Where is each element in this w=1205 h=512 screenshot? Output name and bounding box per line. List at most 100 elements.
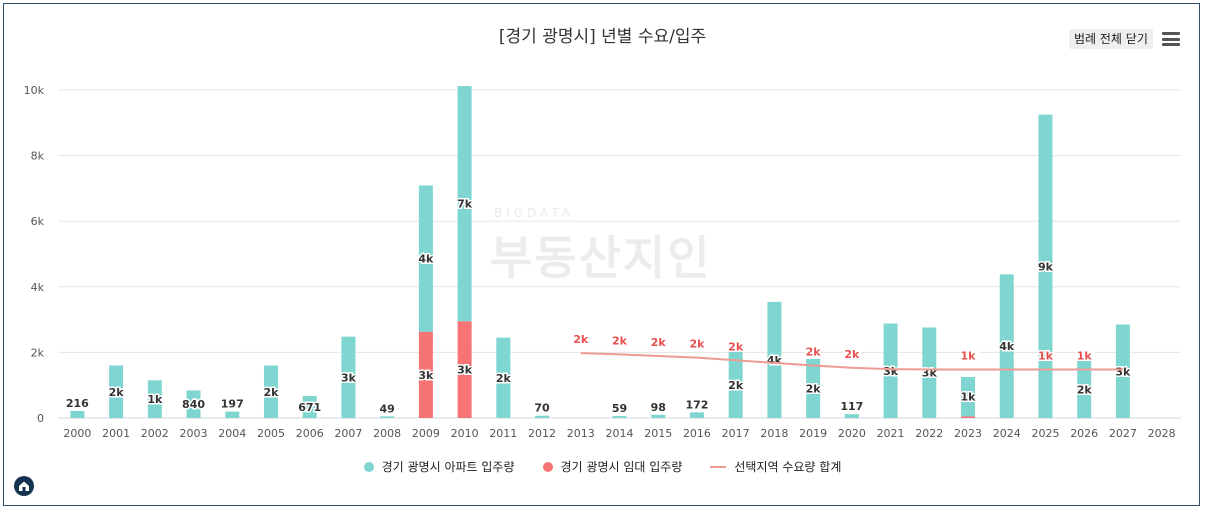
bar-apartment [418,185,433,332]
data-label-apartment: 98 [651,401,666,414]
legend-swatch-apartment [363,461,374,472]
data-label-apartment: 70 [534,402,550,415]
bar-apartment [302,395,317,418]
x-tick-label: 2020 [838,427,866,440]
bar-apartment [263,365,278,418]
data-label-apartment: 59 [612,402,627,415]
bar-apartment [109,365,124,418]
legend-label-rental: 경기 광명시 임대 입주량 [560,460,683,474]
x-tick-label: 2023 [954,427,982,440]
x-tick-label: 2009 [412,427,440,440]
data-label-rental: 3k [418,369,434,382]
x-tick-label: 2017 [722,427,750,440]
bar-apartment [844,414,859,418]
bar-apartment [922,327,937,418]
bar-apartment [806,358,821,418]
bar-apartment [380,416,395,418]
chart-legend: 경기 광명시 아파트 입주량 경기 광명시 임대 입주량 선택지역 수요량 합계 [0,458,1205,475]
bar-apartment [225,411,240,418]
x-tick-label: 2004 [218,427,246,440]
x-tick-label: 2005 [257,427,285,440]
bar-apartment [186,390,201,418]
data-label-demand: 1k [1038,349,1054,362]
x-tick-label: 2021 [877,427,905,440]
hamburger-menu-icon[interactable] [1162,32,1180,46]
bar-apartment [728,351,743,418]
bar-apartment [1038,114,1053,418]
data-label-demand: 2k [651,336,667,349]
data-label-apartment: 3k [341,371,357,384]
x-tick-label: 2000 [63,427,91,440]
bar-apartment [612,416,627,418]
data-label-demand: 1k [1077,349,1093,362]
data-label-apartment: 117 [840,400,863,413]
bar-apartment [70,410,85,418]
y-tick-label: 8k [31,150,45,163]
legend-item-rental[interactable]: 경기 광명시 임대 입주량 [542,458,683,475]
legend-item-demand[interactable]: 선택지역 수요량 합계 [710,458,841,475]
x-tick-label: 2015 [644,427,672,440]
x-tick-label: 2014 [606,427,634,440]
data-label-demand: 2k [728,340,744,353]
data-label-apartment: 3k [883,365,899,378]
data-label-apartment: 671 [298,401,321,414]
bar-apartment [883,323,898,418]
data-label-demand: 1k [961,349,977,362]
bar-rental [457,321,472,418]
y-tick-label: 2k [31,346,45,359]
x-tick-label: 2022 [915,427,943,440]
x-tick-label: 2012 [528,427,556,440]
x-tick-label: 2001 [102,427,130,440]
data-label-apartment: 4k [418,253,434,266]
demand-line [580,352,1123,371]
x-tick-label: 2019 [799,427,827,440]
data-label-demand: 2k [612,334,628,347]
data-label-apartment: 1k [961,391,977,404]
x-tick-label: 2027 [1109,427,1137,440]
legend-label-demand: 선택지역 수요량 합계 [734,460,842,474]
x-tick-label: 2016 [683,427,711,440]
x-tick-label: 2024 [993,427,1021,440]
x-tick-label: 2011 [489,427,517,440]
bar-apartment [457,86,472,322]
legend-toggle-button[interactable]: 범례 전체 닫기 [1069,29,1153,49]
data-label-apartment: 216 [66,397,89,410]
x-tick-label: 2028 [1148,427,1176,440]
x-tick-label: 2007 [334,427,362,440]
y-tick-label: 10k [24,84,45,97]
data-label-apartment: 4k [999,340,1015,353]
x-tick-label: 2018 [760,427,788,440]
bar-apartment [651,414,666,418]
bar-apartment [961,377,976,417]
data-label-apartment: 9k [1038,260,1054,273]
data-label-apartment: 1k [147,393,163,406]
legend-item-apartment[interactable]: 경기 광명시 아파트 입주량 [363,458,515,475]
legend-swatch-rental [542,461,553,472]
bar-apartment [767,301,782,418]
data-label-apartment: 172 [685,398,708,411]
data-label-apartment: 2k [1077,383,1093,396]
x-tick-label: 2003 [180,427,208,440]
bar-apartment [689,412,704,418]
y-tick-label: 6k [31,215,45,228]
bar-apartment [496,337,511,418]
x-tick-label: 2002 [141,427,169,440]
data-label-apartment: 197 [221,398,244,411]
x-tick-label: 2013 [567,427,595,440]
data-label-demand: 2k [844,348,860,361]
bar-apartment [999,274,1014,418]
data-label-apartment: 2k [806,382,822,395]
data-label-apartment: 49 [379,402,394,415]
bar-apartment [147,380,162,418]
data-label-apartment: 2k [728,379,744,392]
data-label-apartment: 2k [263,386,279,399]
bar-apartment [1115,324,1130,418]
legend-swatch-demand [710,465,727,468]
x-tick-label: 2010 [451,427,479,440]
home-icon[interactable] [14,476,34,496]
bar-apartment [535,415,550,418]
legend-label-apartment: 경기 광명시 아파트 입주량 [381,460,515,474]
x-tick-label: 2026 [1070,427,1098,440]
bar-rental [418,331,433,418]
